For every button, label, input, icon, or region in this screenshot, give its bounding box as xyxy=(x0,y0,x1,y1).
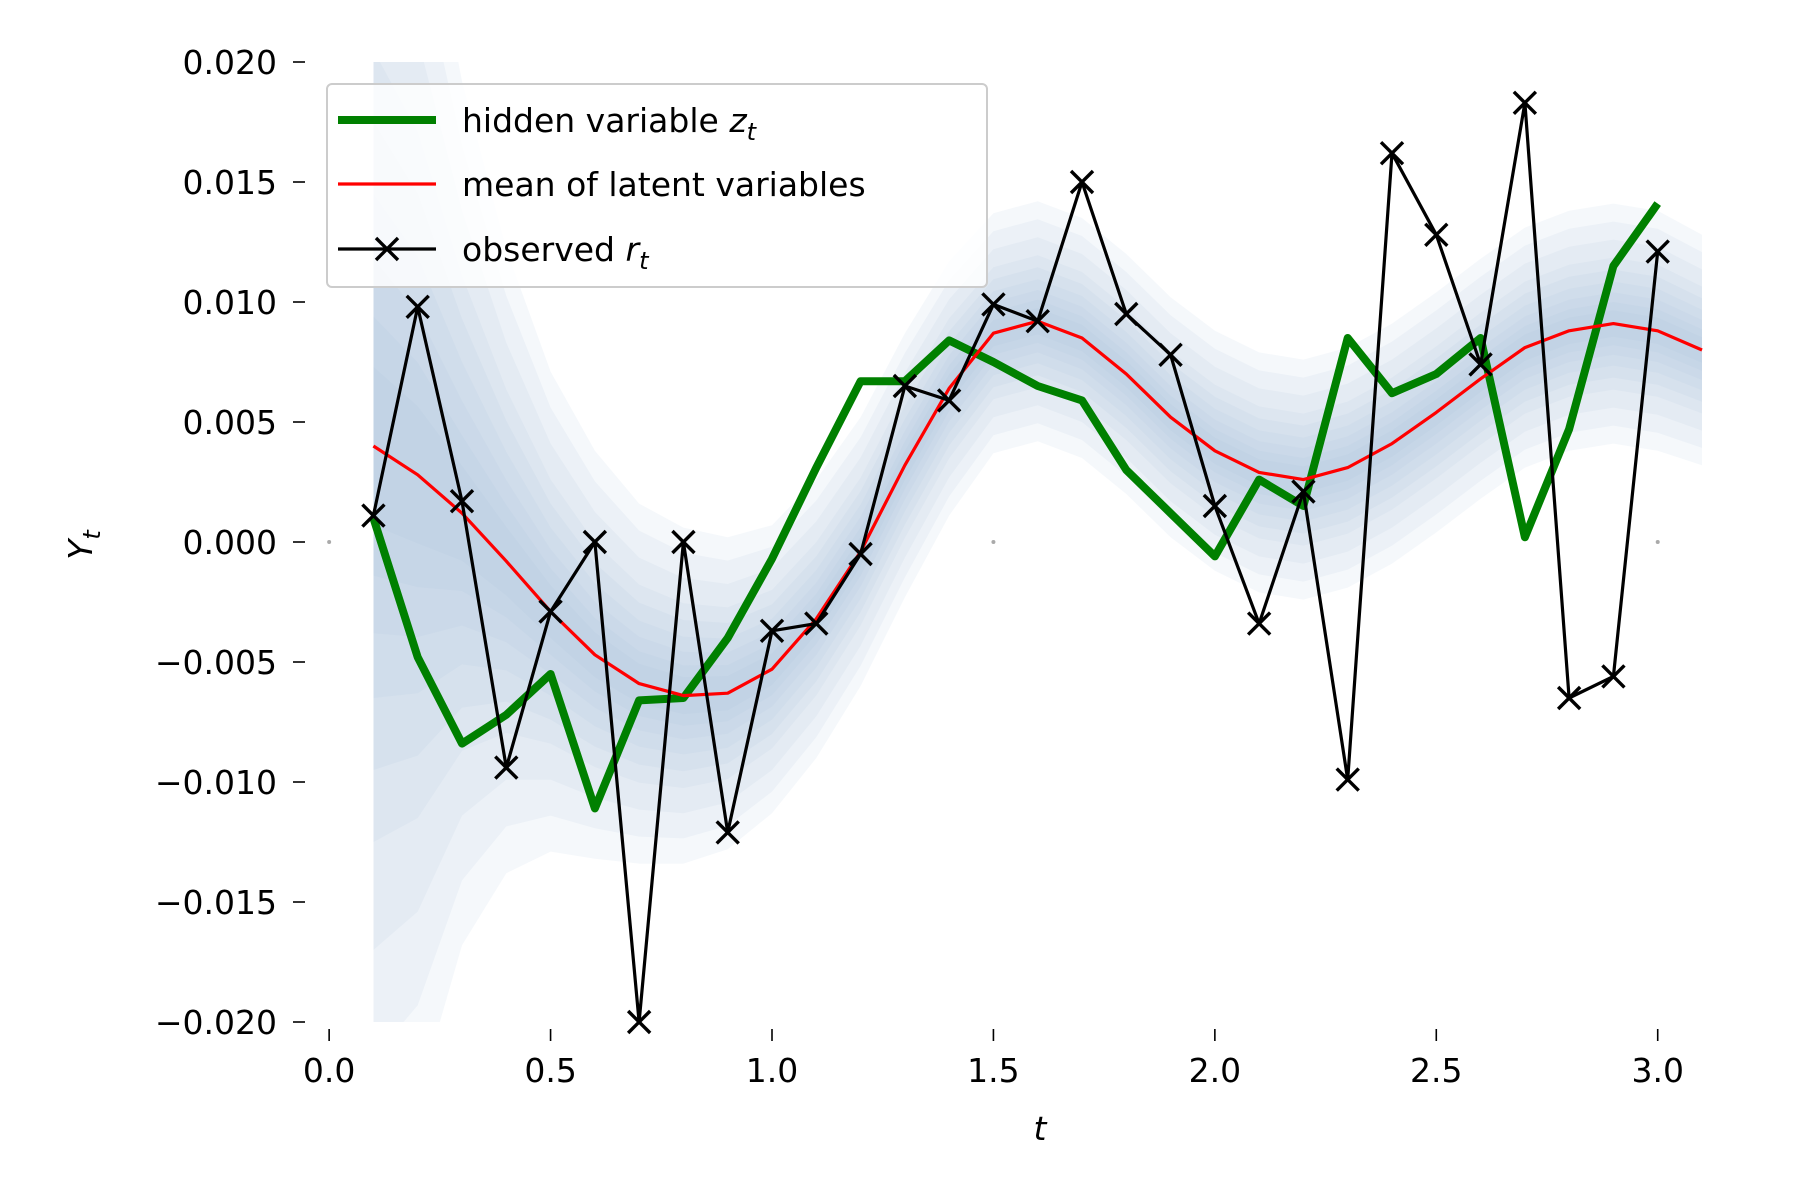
band-layer-4 xyxy=(373,122,1702,772)
observed-point xyxy=(405,294,430,320)
legend-entry: hidden variable zt xyxy=(338,101,758,146)
x-axis: 0.0 0.5 1.0 1.5 2.0 2.5 3.0 xyxy=(303,1029,1684,1090)
zero-reference-dots xyxy=(327,540,1660,544)
x-tick-label: 2.0 xyxy=(1189,1051,1241,1090)
legend-entry: mean of latent variables xyxy=(338,165,866,204)
y-tick-label: −0.020 xyxy=(155,1003,277,1042)
y-tick-label: 0.000 xyxy=(183,523,277,562)
observed-point xyxy=(582,529,608,555)
x-tick-label: 0.5 xyxy=(524,1051,576,1090)
band-layer-2 xyxy=(373,62,1702,950)
y-tick-label: 0.015 xyxy=(183,163,277,202)
observed-point xyxy=(1645,239,1670,264)
legend-frame xyxy=(326,83,988,288)
observed-point xyxy=(1025,308,1050,334)
observed-point xyxy=(936,388,962,413)
observed-point xyxy=(671,529,696,555)
observed-point xyxy=(981,292,1006,317)
series-observed xyxy=(361,90,1670,1035)
y-tick-label: −0.015 xyxy=(155,883,277,922)
y-tick-label: 0.010 xyxy=(183,283,277,322)
observed-point xyxy=(1379,140,1405,166)
y-tick-label: 0.005 xyxy=(183,403,277,442)
x-axis-title: t xyxy=(1034,1109,1048,1148)
observed-point xyxy=(1424,222,1449,248)
observed-point xyxy=(626,1009,652,1035)
observed-point xyxy=(1335,767,1360,792)
y-axis: 0.020 0.015 0.010 0.005 0.000 −0.005 −0.010 −0.… xyxy=(155,43,305,1042)
observed-point xyxy=(538,599,563,624)
band-layer-6 xyxy=(373,258,1702,740)
x-tick-label: 1.0 xyxy=(746,1051,798,1090)
observed-point xyxy=(1114,301,1139,327)
band-layer-5 xyxy=(373,194,1702,755)
legend: hidden variable zt mean of latent variabl… xyxy=(326,83,988,288)
observed-point xyxy=(361,503,386,528)
x-tick-label: 0.0 xyxy=(303,1051,355,1090)
observed-point xyxy=(715,820,740,845)
y-axis-title: Yt xyxy=(61,529,106,560)
x-tick-label: 2.5 xyxy=(1410,1051,1462,1090)
observed-point xyxy=(1601,664,1626,689)
series-layer xyxy=(361,90,1703,1035)
observed-point xyxy=(759,618,785,644)
zero-dot xyxy=(991,540,996,544)
zero-dot xyxy=(327,540,332,544)
observed-point xyxy=(1069,169,1095,195)
band-layer-3 xyxy=(373,62,1702,842)
legend-label: mean of latent variables xyxy=(462,165,866,204)
legend-label: hidden variable zt xyxy=(462,101,758,146)
observed-point xyxy=(1202,493,1228,519)
legend-label: observed rt xyxy=(462,230,650,275)
y-axis-title-base: Y xyxy=(61,537,100,560)
y-tick-label: 0.020 xyxy=(183,43,277,82)
series-line-observed xyxy=(371,101,1660,1024)
band-layer-0 xyxy=(373,62,1702,1022)
observed-point xyxy=(804,611,829,636)
observed-point xyxy=(1246,611,1272,636)
y-tick-label: −0.010 xyxy=(155,763,277,802)
observed-point xyxy=(1291,479,1316,504)
x-tick-label: 1.5 xyxy=(967,1051,1019,1090)
observed-point xyxy=(449,488,475,514)
legend-entry: observed rt xyxy=(338,230,650,275)
band-layer-7 xyxy=(373,299,1702,726)
x-tick-label: 3.0 xyxy=(1631,1051,1683,1090)
observed-point xyxy=(494,755,519,780)
observed-point xyxy=(1468,352,1493,377)
observed-point xyxy=(848,541,873,567)
observed-point xyxy=(892,373,918,399)
series-line-hidden-variable xyxy=(369,201,1661,813)
observed-point xyxy=(1556,685,1582,711)
y-axis-title-sub: t xyxy=(78,529,106,540)
uncertainty-band xyxy=(373,62,1702,1022)
band-layer-1 xyxy=(373,62,1702,1022)
zero-dot xyxy=(1655,540,1660,544)
observed-point xyxy=(1158,342,1183,368)
y-tick-label: −0.005 xyxy=(155,643,277,682)
observed-point xyxy=(1512,90,1538,116)
